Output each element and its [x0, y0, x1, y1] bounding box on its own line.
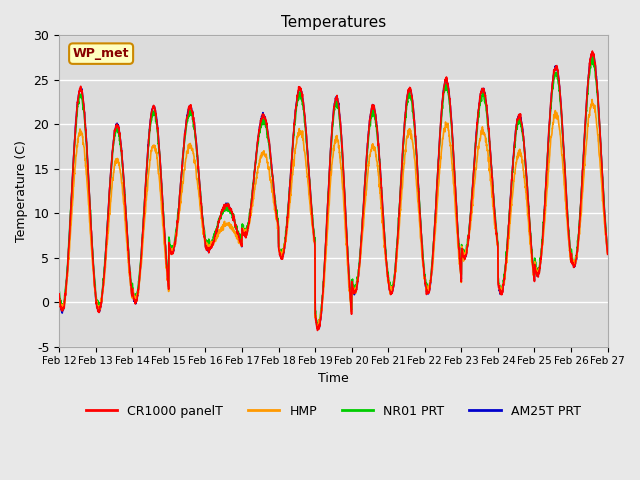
Title: Temperatures: Temperatures: [281, 15, 386, 30]
Legend: CR1000 panelT, HMP, NR01 PRT, AM25T PRT: CR1000 panelT, HMP, NR01 PRT, AM25T PRT: [81, 400, 586, 423]
Y-axis label: Temperature (C): Temperature (C): [15, 140, 28, 242]
X-axis label: Time: Time: [318, 372, 349, 385]
Text: WP_met: WP_met: [73, 47, 129, 60]
